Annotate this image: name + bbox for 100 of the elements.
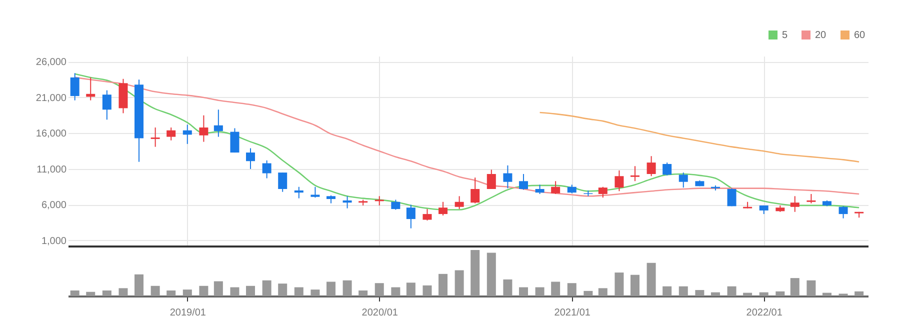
candlestick	[438, 201, 448, 216]
bar	[166, 290, 176, 296]
candlestick	[214, 109, 223, 138]
bar	[391, 287, 400, 296]
candlestick	[551, 180, 560, 195]
candlestick	[294, 186, 304, 199]
bar	[503, 279, 512, 296]
bar	[486, 252, 496, 296]
bar	[822, 292, 832, 296]
candlestick	[727, 188, 736, 207]
bar	[102, 290, 112, 296]
bar	[790, 278, 800, 296]
x-tick-label: 2021/01	[554, 308, 591, 318]
bar	[567, 283, 576, 296]
candlestick	[70, 72, 80, 101]
line-series	[539, 112, 860, 162]
bar	[727, 286, 736, 296]
bar	[326, 282, 336, 296]
bar	[630, 274, 640, 296]
bar	[134, 274, 144, 296]
bar	[422, 285, 432, 296]
bar	[342, 280, 352, 296]
candlestick	[806, 194, 816, 204]
legend-label: 20	[815, 30, 827, 41]
x-tick-label: 2020/01	[362, 308, 398, 318]
candlestick	[230, 128, 240, 154]
bar	[776, 291, 785, 296]
candlestick	[630, 166, 640, 182]
bar	[294, 287, 304, 296]
bar	[278, 284, 288, 296]
candlestick	[535, 184, 544, 195]
x-tick-label: 2022/01	[746, 308, 783, 318]
candlestick	[150, 127, 160, 148]
candlestick	[518, 173, 528, 190]
y-tick-label: 26,000	[36, 57, 67, 68]
candlestick	[454, 196, 464, 210]
candlestick	[166, 127, 176, 141]
candlestick	[470, 177, 480, 204]
candlestick	[503, 164, 512, 189]
bar	[406, 282, 416, 296]
candlestick	[598, 186, 608, 198]
candlestick	[486, 169, 496, 190]
candlestick	[646, 156, 656, 177]
legend-label: 60	[854, 30, 866, 41]
y-tick-label: 1,000	[41, 236, 67, 247]
y-tick-label: 6,000	[41, 200, 67, 212]
candlestick	[86, 76, 96, 101]
candlestick	[182, 124, 192, 144]
candlestick	[199, 114, 208, 142]
bar	[214, 281, 223, 296]
bar	[438, 274, 448, 296]
bar	[535, 287, 544, 296]
bar	[551, 282, 560, 296]
bar	[695, 290, 704, 296]
bar	[310, 290, 320, 296]
candlestick	[838, 206, 848, 219]
bar	[614, 272, 624, 296]
bar	[118, 288, 128, 296]
bar	[759, 292, 768, 296]
y-tick-label: 21,000	[36, 92, 67, 104]
candlestick	[678, 172, 688, 188]
bar	[518, 287, 528, 296]
bar	[230, 287, 240, 296]
candlestick	[391, 199, 400, 210]
bar	[646, 262, 656, 296]
bar	[150, 286, 160, 296]
bar	[710, 292, 720, 296]
bar	[70, 290, 80, 296]
bar	[743, 292, 752, 296]
bar	[470, 250, 480, 296]
bar	[86, 292, 96, 296]
legend-label: 5	[782, 30, 788, 41]
candlestick	[342, 196, 352, 209]
bar	[374, 283, 384, 296]
candlestick	[406, 204, 416, 229]
candlestick	[790, 196, 800, 212]
bar	[182, 290, 192, 296]
candlestick	[246, 148, 256, 170]
candlestick	[614, 170, 624, 192]
bar	[662, 286, 672, 296]
bar	[199, 286, 208, 296]
candlestick	[374, 196, 384, 206]
x-tick-label: 2019/01	[170, 308, 206, 318]
y-tick-label: 11,000	[36, 164, 67, 176]
candlestick	[662, 162, 672, 176]
bar	[854, 291, 864, 296]
candlestick	[422, 208, 432, 221]
candlestick	[102, 90, 112, 120]
bar	[358, 290, 368, 296]
bar	[454, 270, 464, 296]
bar	[806, 280, 816, 296]
bar	[678, 286, 688, 296]
bar	[584, 290, 593, 296]
bar	[262, 280, 272, 296]
candlestick	[278, 172, 288, 192]
bar	[246, 286, 256, 296]
y-tick-label: 16,000	[36, 128, 67, 140]
candlestick	[262, 160, 272, 179]
candlestick	[310, 186, 320, 198]
bar	[598, 288, 608, 296]
